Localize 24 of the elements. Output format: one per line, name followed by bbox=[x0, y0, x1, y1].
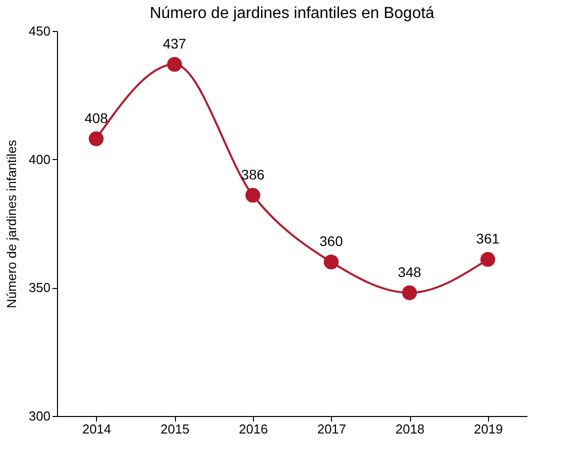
point bbox=[245, 188, 260, 203]
point bbox=[402, 285, 417, 300]
point bbox=[88, 131, 104, 146]
data-label: 360 bbox=[319, 233, 344, 249]
data-label: 437 bbox=[162, 35, 186, 52]
x-tick-label: 2018 bbox=[396, 422, 424, 436]
x-tick-label: 2017 bbox=[317, 422, 346, 436]
data-label: 348 bbox=[398, 264, 422, 280]
data-label: 386 bbox=[241, 166, 265, 182]
point bbox=[480, 252, 496, 267]
x-tick-label: 2019 bbox=[474, 422, 503, 436]
point bbox=[167, 56, 182, 72]
x-tick-label: 2016 bbox=[238, 422, 268, 436]
data-label: 408 bbox=[84, 110, 108, 126]
point bbox=[324, 254, 339, 270]
x-tick-label: 2014 bbox=[82, 422, 112, 436]
y-tick-label: 450 bbox=[28, 24, 50, 38]
y-axis-title: Número de jardines infantiles bbox=[4, 139, 19, 308]
y-tick-label: 300 bbox=[28, 408, 50, 424]
x-tick-label: 2015 bbox=[160, 422, 190, 436]
data-label: 361 bbox=[476, 230, 500, 246]
y-tick-label: 350 bbox=[28, 280, 50, 296]
chart-title: Número de jardines infantiles en Bogotá bbox=[150, 5, 434, 22]
y-tick-label: 400 bbox=[28, 152, 50, 167]
